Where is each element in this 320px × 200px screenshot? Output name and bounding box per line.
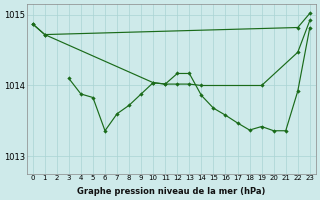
X-axis label: Graphe pression niveau de la mer (hPa): Graphe pression niveau de la mer (hPa) xyxy=(77,187,266,196)
